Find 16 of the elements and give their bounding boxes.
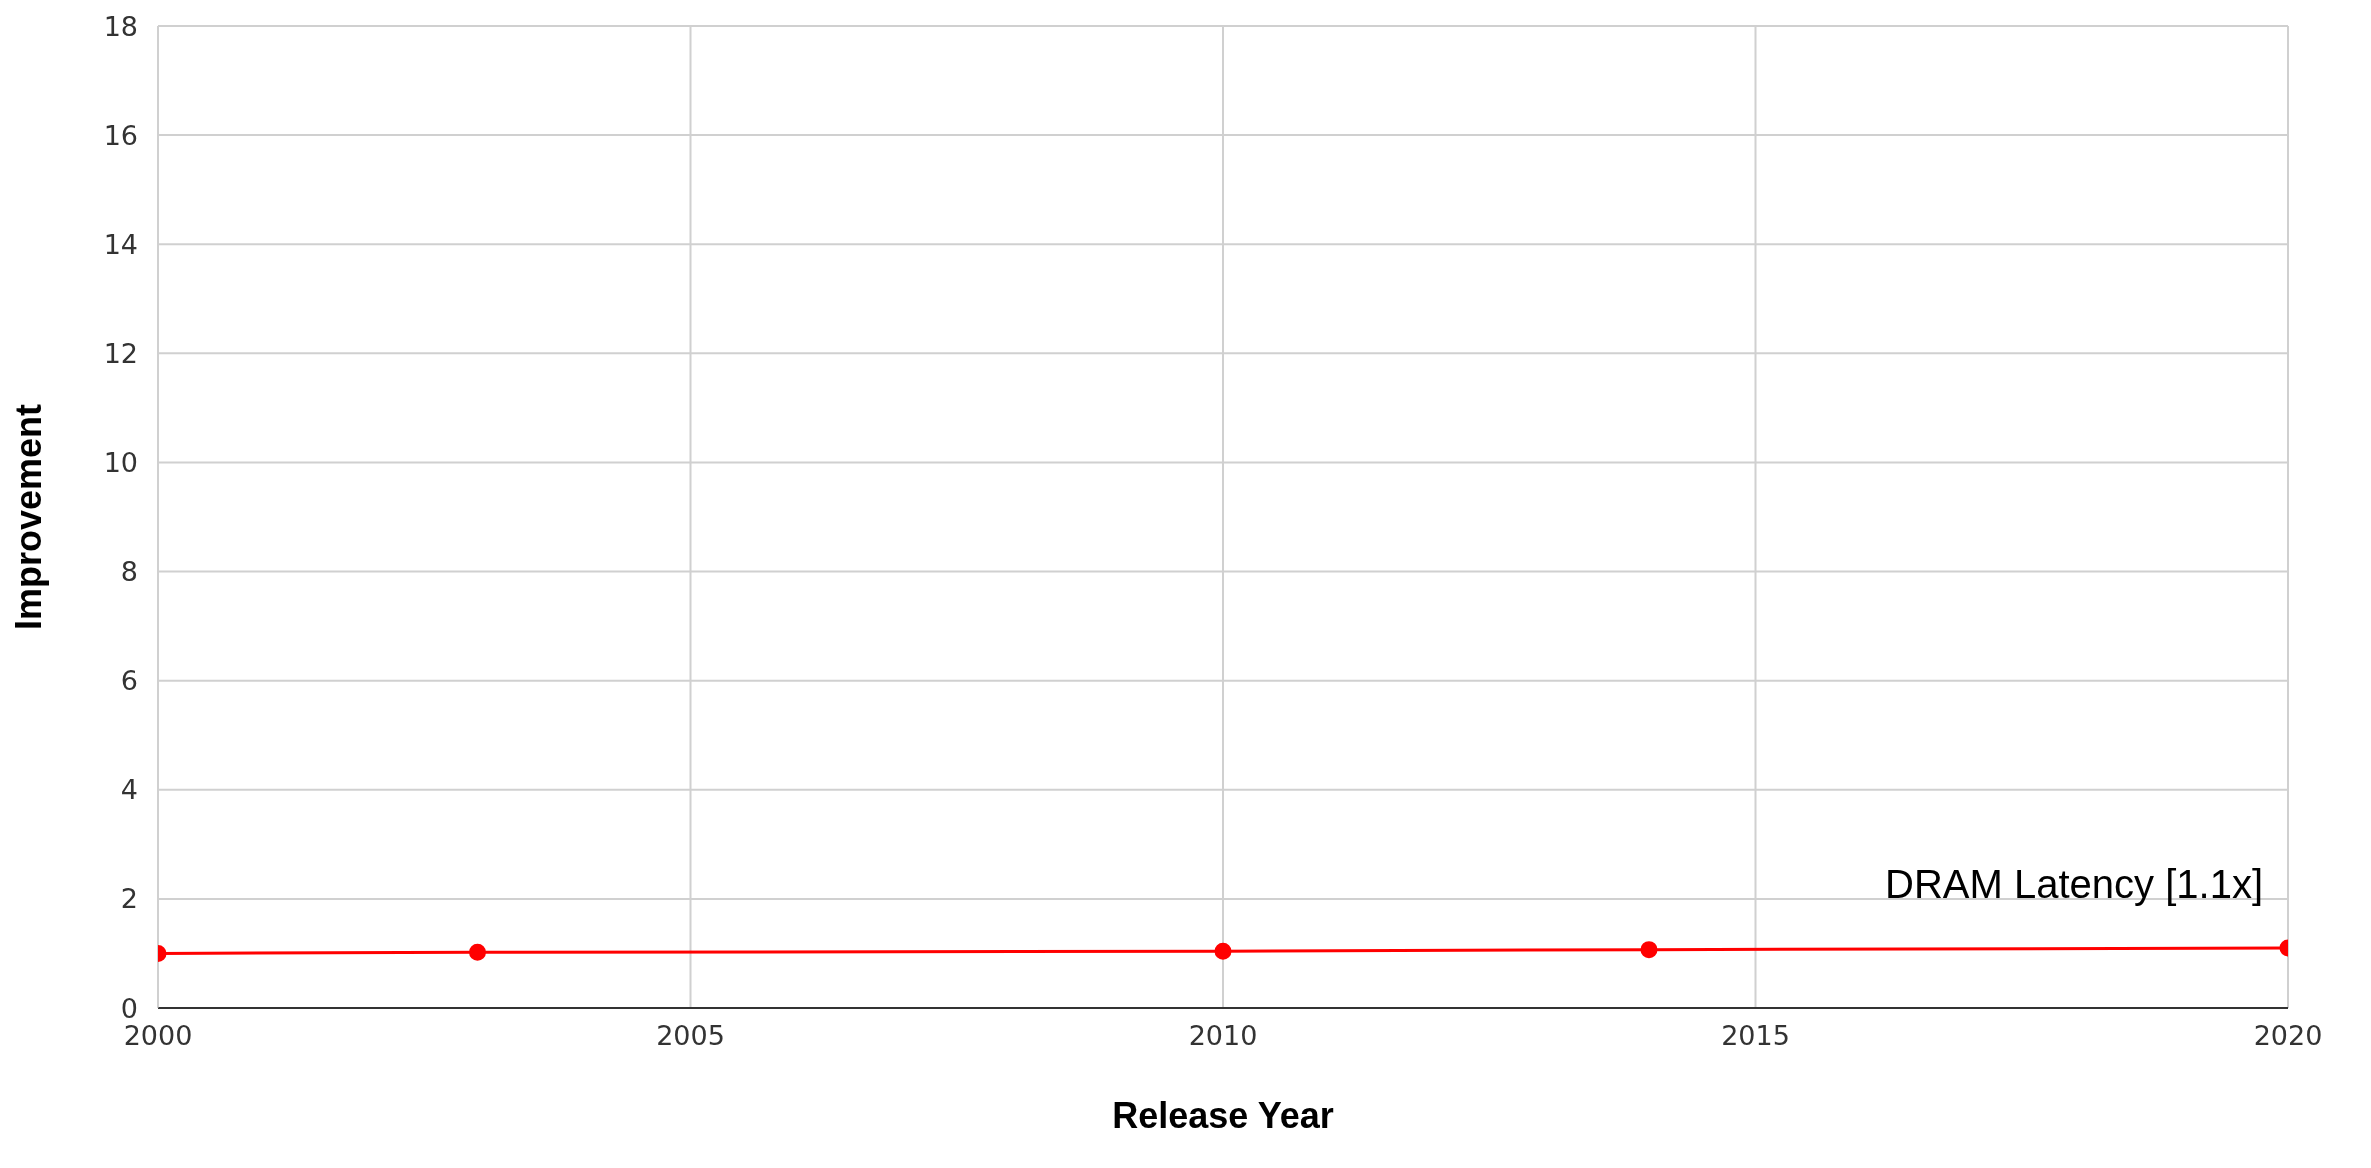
y-tick-label: 10 — [103, 447, 138, 479]
y-tick-label: 18 — [103, 10, 138, 42]
y-tick-label: 2 — [120, 883, 138, 915]
x-tick-label: 2020 — [2253, 1020, 2323, 1052]
y-tick-label: 4 — [120, 774, 138, 806]
y-tick-label: 6 — [120, 665, 138, 697]
x-axis-title: Release Year — [1112, 1095, 1334, 1136]
x-tick-label: 2010 — [1188, 1020, 1258, 1052]
x-tick-label: 2015 — [1721, 1020, 1790, 1052]
y-tick-label: 8 — [120, 556, 138, 588]
annotation: DRAM Latency [1.1x] — [1885, 861, 2263, 906]
y-tick-label: 14 — [103, 228, 138, 260]
x-tick-label: 2005 — [656, 1020, 725, 1052]
y-tick-label: 16 — [103, 119, 138, 151]
y-tick-label: 12 — [103, 337, 138, 369]
y-axis-title: Improvement — [7, 403, 49, 631]
